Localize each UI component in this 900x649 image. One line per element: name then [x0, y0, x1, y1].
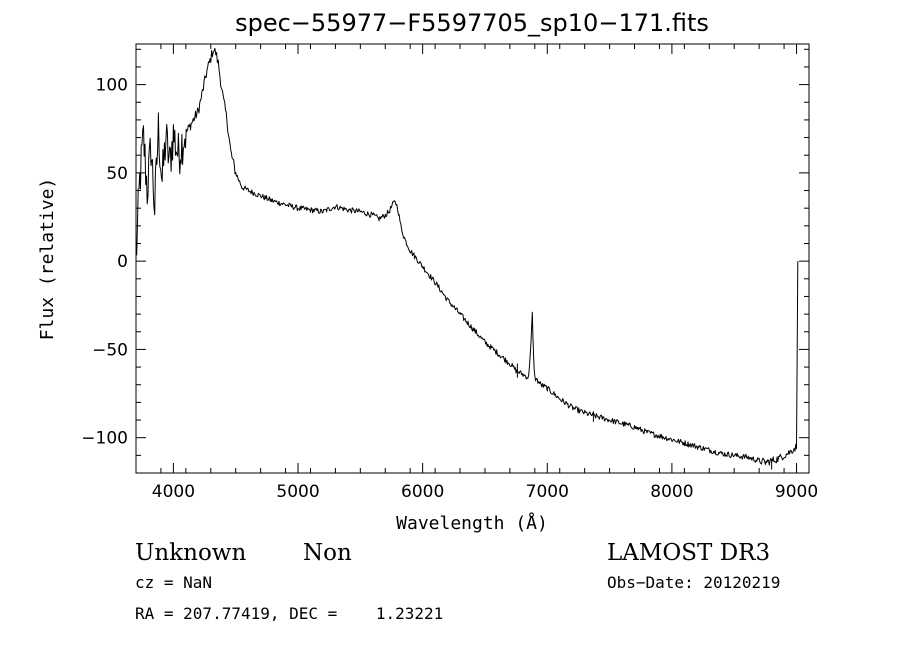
y-tick-label: −50: [92, 340, 128, 360]
absorption-lines: [516, 363, 773, 470]
y-tick-label: 100: [96, 76, 128, 96]
x-axis: 4000 5000 6000 7000 8000 9000: [135, 44, 818, 502]
x-axis-label: Wavelength (Å): [396, 512, 548, 534]
x-tick-label: 9000: [775, 482, 818, 502]
redshift-value: cz = NaN: [135, 573, 212, 592]
y-tick-label: 50: [106, 164, 128, 184]
x-tick-label: 5000: [276, 482, 319, 502]
obs-date: Obs−Date: 20120219: [607, 573, 780, 592]
plot-frame: [135, 43, 810, 474]
y-axis: −100 −50 0 50 100: [81, 48, 809, 456]
survey-name: LAMOST DR3: [607, 540, 770, 566]
flux-series-line: [136, 47, 799, 466]
object-class: Unknown: [135, 540, 246, 566]
x-tick-label: 6000: [401, 482, 444, 502]
x-tick-label: 4000: [152, 482, 195, 502]
y-tick-label: 0: [117, 252, 128, 272]
object-subclass: Non: [303, 540, 352, 566]
y-axis-label: Flux (relative): [37, 178, 58, 341]
chart-title: spec−55977−F5597705_sp10−171.fits: [235, 9, 709, 37]
coordinates: RA = 207.77419, DEC = 1.23221: [135, 604, 443, 623]
x-tick-label: 8000: [650, 482, 693, 502]
y-tick-label: −100: [81, 429, 128, 449]
x-tick-label: 7000: [526, 482, 569, 502]
